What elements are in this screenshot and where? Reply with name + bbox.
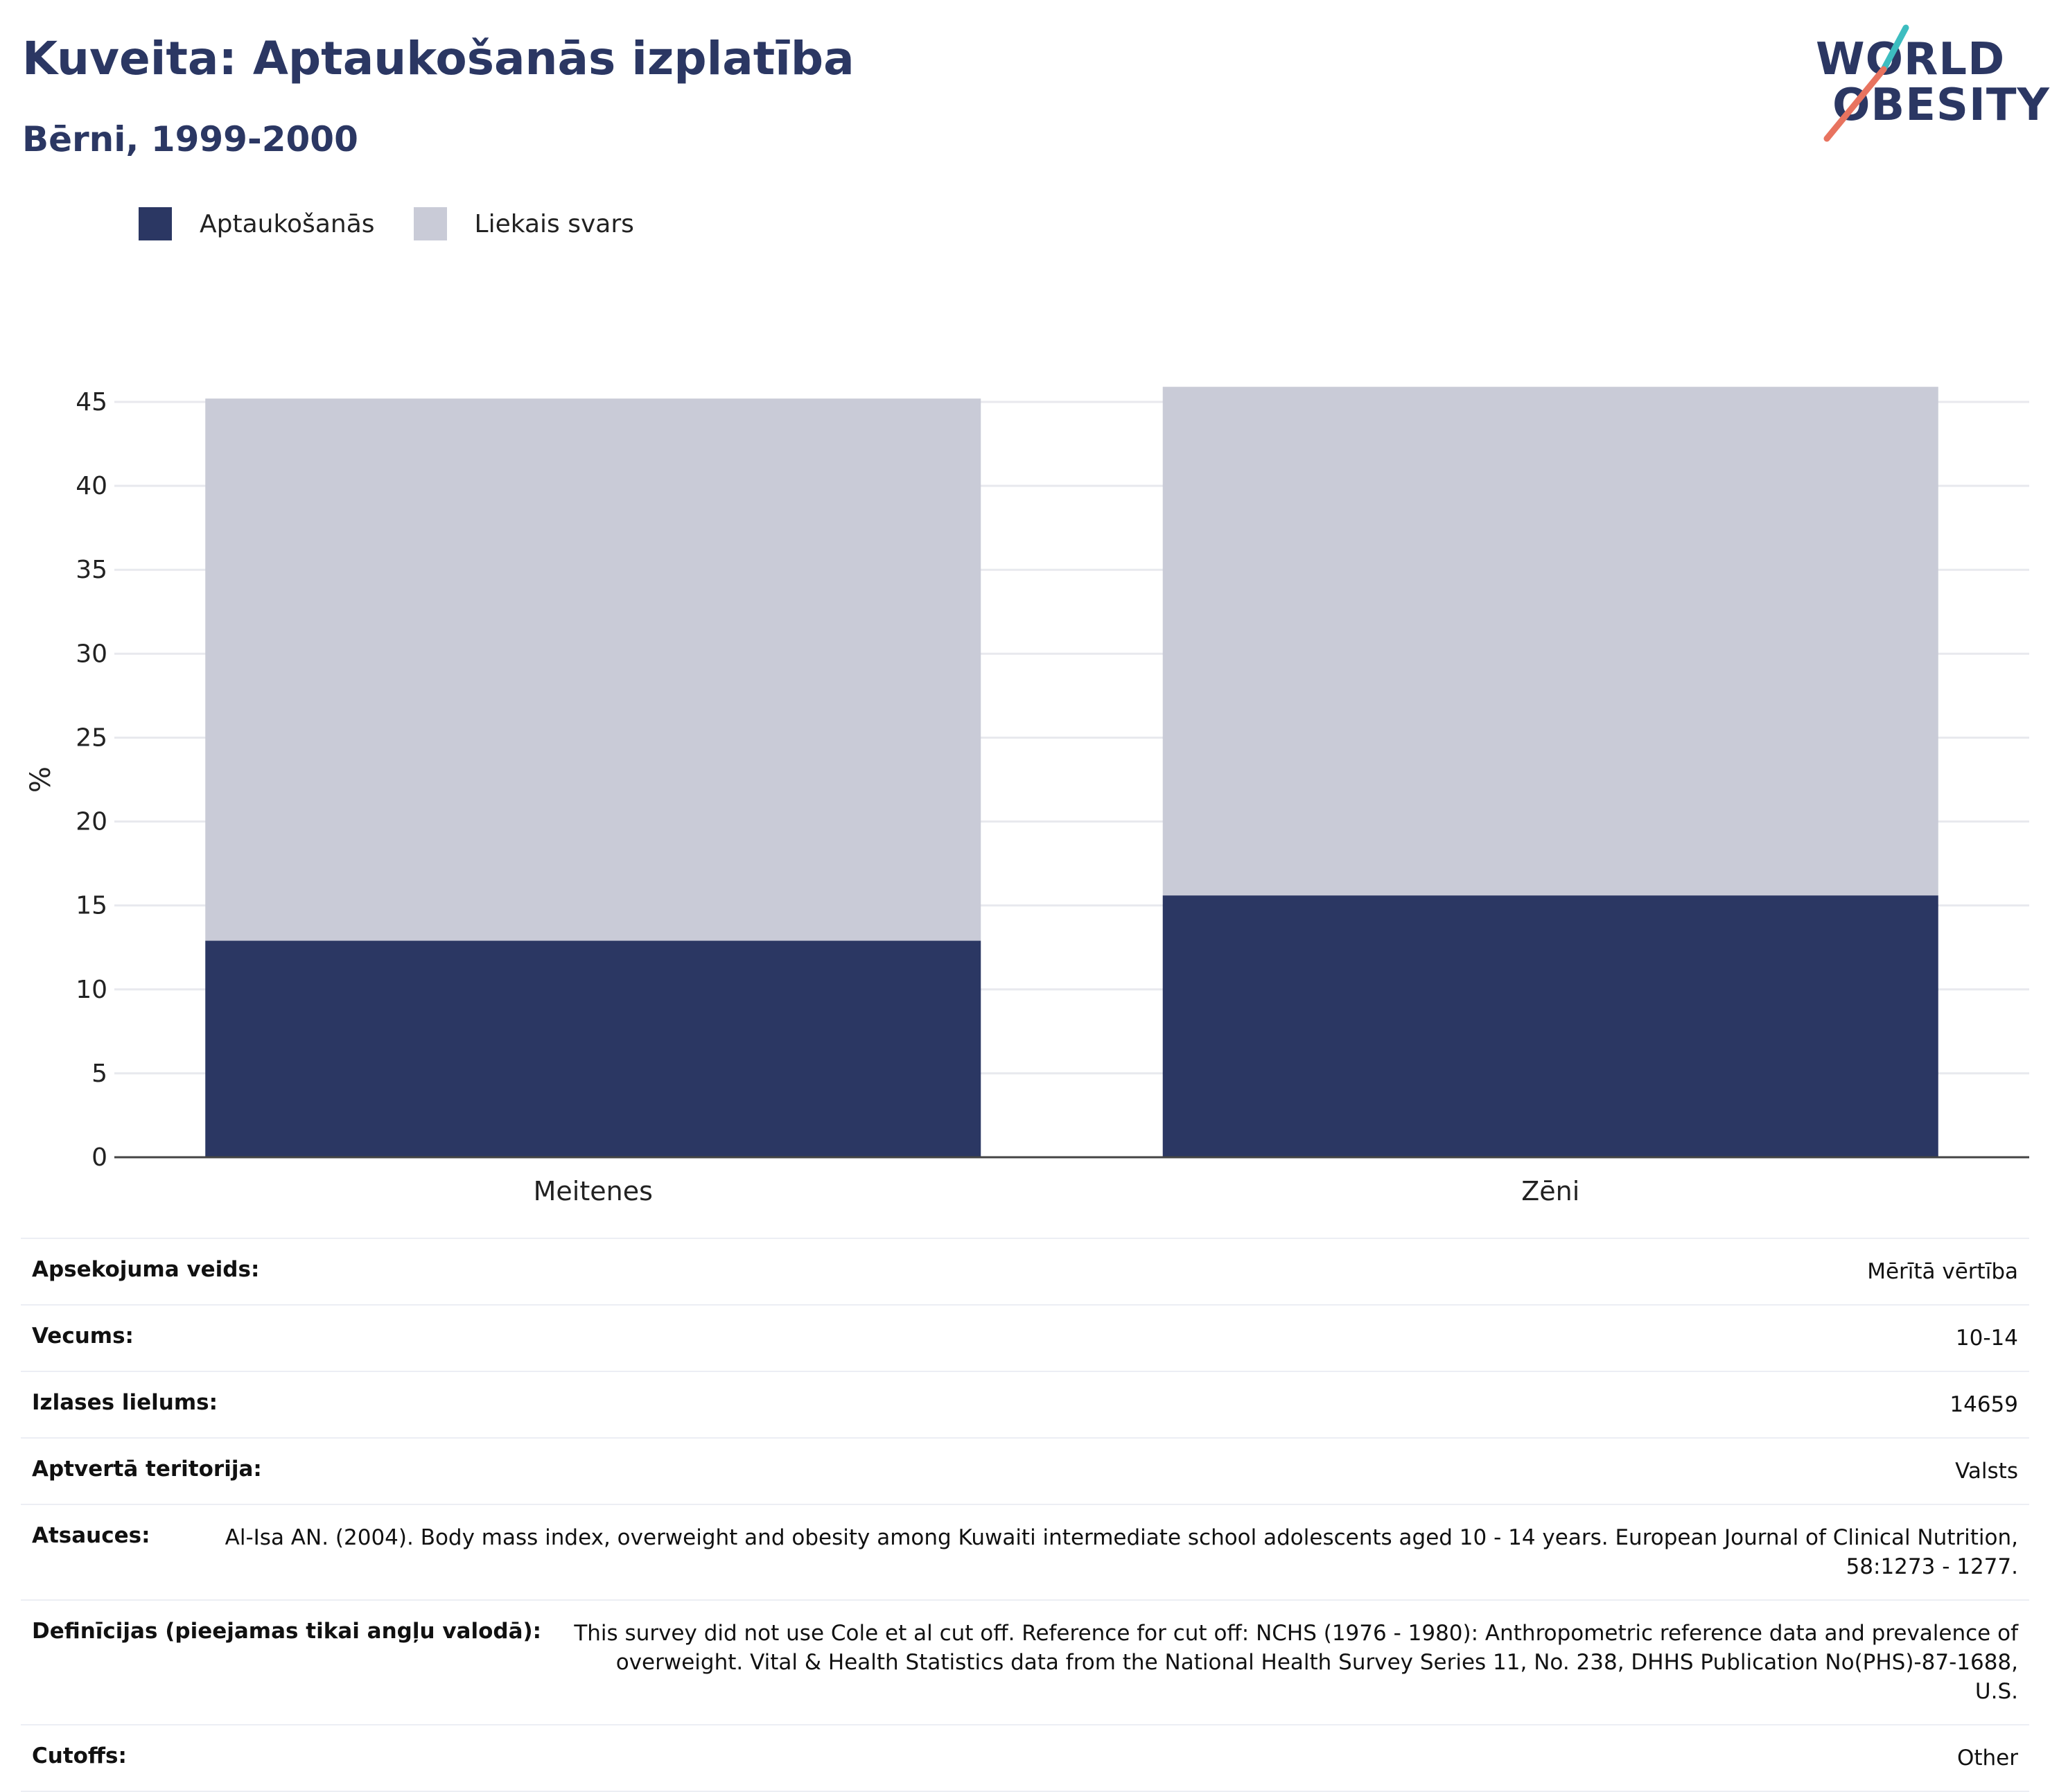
- y-tick-label: 40: [76, 472, 107, 500]
- y-tick-label: 25: [76, 723, 107, 752]
- info-row: Atsauces: Al-Isa AN. (2004). Body mass in…: [21, 1504, 2029, 1599]
- bar-obesity: [205, 940, 981, 1157]
- info-row-value: 14659: [1950, 1392, 2018, 1417]
- bar-chart: 0 5 10 15 20 25 30 35 40 45 Meitenes Zēni%: [25, 387, 2029, 1206]
- info-row-value: 10-14: [1955, 1326, 2018, 1351]
- info-row: Izlases lielums: 14659: [21, 1371, 2029, 1437]
- legend-label-obesity: Aptaukošanās: [200, 209, 375, 238]
- legend-swatch-obesity: [139, 207, 172, 240]
- legend-item-overweight[interactable]: Liekais svars: [413, 207, 634, 240]
- chart-title: Kuveita: Aptaukošanās izplatība: [22, 32, 855, 85]
- info-row-label: Definīcijas (pieejamas tikai angļu valod…: [32, 1619, 542, 1644]
- info-row-value: Al-Isa AN. (2004). Body mass index, over…: [225, 1525, 2018, 1579]
- survey-info-table: Apsekojuma veids: Mērītā vērtība Vecums: 10…: [21, 1238, 2029, 1792]
- y-tick-label: 20: [76, 808, 107, 836]
- chart-subtitle: Bērni, 1999-2000: [22, 119, 358, 159]
- y-tick-label: 0: [91, 1143, 107, 1172]
- info-row: Apsekojuma veids: Mērītā vērtība: [21, 1238, 2029, 1304]
- y-tick-label: 10: [76, 976, 107, 1004]
- info-row-label: Atsauces:: [32, 1523, 150, 1548]
- y-tick-label: 5: [91, 1060, 107, 1088]
- legend-label-overweight: Liekais svars: [474, 209, 634, 238]
- info-row-value: Other: [1956, 1746, 2018, 1771]
- bar-overweight: [1162, 387, 1938, 896]
- info-row: Aptvertā teritorija: Valsts: [21, 1437, 2029, 1504]
- info-row-value: Mērītā vērtība: [1867, 1259, 2018, 1284]
- y-tick-label: 45: [76, 388, 107, 416]
- info-row-label: Apsekojuma veids:: [32, 1257, 260, 1282]
- y-tick-label: 30: [76, 640, 107, 668]
- y-axis-label: %: [25, 766, 57, 793]
- info-row-value: This survey did not use Cole et al cut o…: [574, 1621, 2018, 1704]
- chart-legend: Aptaukošanās Liekais svars: [139, 207, 673, 241]
- y-tick-label: 15: [76, 892, 107, 920]
- legend-swatch-overweight: [413, 207, 447, 240]
- info-row-label: Vecums:: [32, 1324, 134, 1349]
- y-tick-label: 35: [76, 556, 107, 584]
- world-obesity-logo: WORLD OBESITY: [1802, 21, 2049, 146]
- legend-item-obesity[interactable]: Aptaukošanās: [139, 207, 375, 240]
- info-row-value: Valsts: [1955, 1459, 2018, 1484]
- info-row: Cutoffs: Other: [21, 1724, 2029, 1792]
- logo-text-world: WORLD: [1816, 34, 2006, 85]
- info-row-label: Aptvertā teritorija:: [32, 1457, 262, 1482]
- info-row: Vecums: 10-14: [21, 1304, 2029, 1371]
- logo-slash-icon: [1823, 24, 1909, 142]
- info-row-label: Cutoffs:: [32, 1743, 127, 1768]
- bar-overweight: [205, 398, 981, 941]
- x-tick-label: Meitenes: [534, 1176, 653, 1206]
- bar-obesity: [1162, 895, 1938, 1157]
- x-tick-label: Zēni: [1521, 1176, 1579, 1206]
- info-row: Definīcijas (pieejamas tikai angļu valod…: [21, 1599, 2029, 1724]
- info-row-label: Izlases lielums:: [32, 1390, 218, 1415]
